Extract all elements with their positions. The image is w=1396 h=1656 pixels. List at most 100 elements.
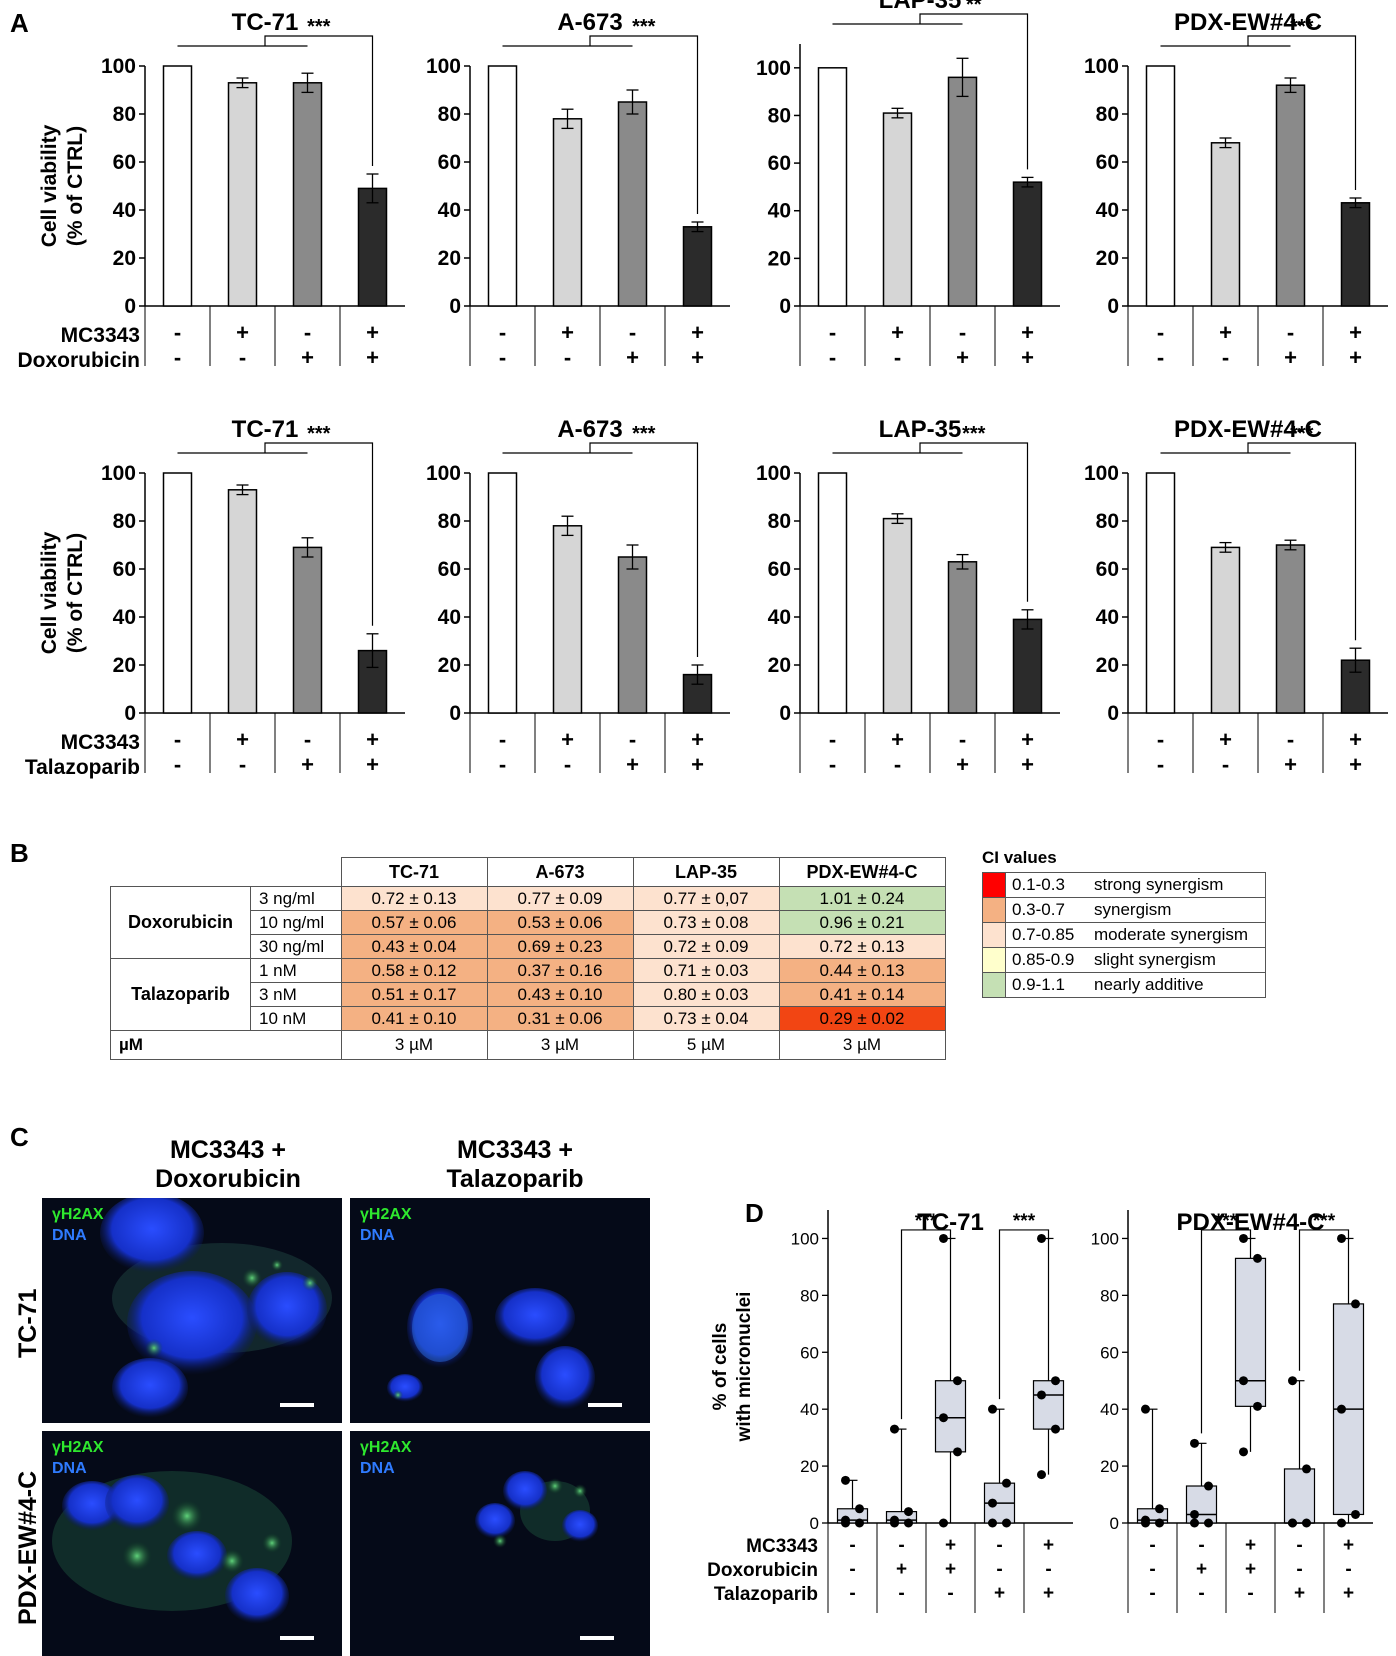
- y-tick-label: 40: [113, 199, 136, 222]
- condition-sign: -: [1157, 727, 1164, 752]
- data-point: [1288, 1518, 1297, 1528]
- condition-sign: -: [849, 1535, 855, 1556]
- micrograph-tc71-talazoparib: γH2AX DNA: [350, 1198, 650, 1423]
- sig-bracket: [589, 35, 699, 214]
- condition-sign: -: [499, 727, 506, 752]
- chart-title: A-673: [557, 9, 622, 36]
- ci-concentration: 10 nM: [250, 1006, 342, 1031]
- data-point: [890, 1515, 899, 1525]
- bar: [817, 67, 848, 307]
- bar: [947, 76, 978, 307]
- condition-sign: +: [1349, 727, 1362, 752]
- significance-label: ***: [1215, 1211, 1238, 1232]
- y-tick-label: 60: [113, 558, 136, 581]
- y-tick-label: 100: [756, 462, 791, 485]
- y-tick-label: 60: [1100, 1343, 1119, 1362]
- y-axis-label: % of cells: [710, 1323, 731, 1411]
- stain-label-green: γH2AX: [360, 1206, 412, 1223]
- y-tick-label: 60: [1096, 151, 1119, 174]
- ci-concentration: 1 nM: [250, 958, 342, 983]
- chart-title: LAP-35: [879, 0, 962, 14]
- condition-sign: +: [1219, 320, 1232, 345]
- y-tick-label: 40: [1096, 199, 1119, 222]
- condition-sign: -: [499, 752, 506, 777]
- sig-bracket: [1200, 1229, 1252, 1434]
- condition-sign: -: [564, 752, 571, 777]
- ci-legend-label: strong synergism: [1088, 872, 1266, 898]
- panel-letter-d: D: [745, 1198, 764, 1228]
- data-point: [855, 1518, 864, 1528]
- y-tick-label: 100: [101, 462, 136, 485]
- sig-bracket: [900, 1229, 952, 1420]
- y-axis-label: with micronuclei: [734, 1292, 755, 1443]
- data-point: [1204, 1481, 1213, 1491]
- condition-sign: -: [239, 752, 246, 777]
- y-tick-label: 40: [768, 200, 791, 223]
- ci-unit-label: µM: [110, 1030, 342, 1060]
- data-point: [1155, 1518, 1164, 1528]
- box: [1283, 1468, 1316, 1524]
- condition-label: Talazoparib: [714, 1584, 818, 1605]
- data-point: [1337, 1233, 1346, 1243]
- ci-legend-range: 0.85-0.9: [1005, 947, 1088, 973]
- y-tick-label: 40: [768, 606, 791, 629]
- condition-sign: -: [629, 727, 636, 752]
- condition-sign: +: [691, 345, 704, 370]
- stain-label-blue: DNA: [360, 1460, 395, 1477]
- c-row-label-pdx: PDX-EW#4-C: [14, 1470, 42, 1625]
- y-tick-label: 100: [791, 1229, 819, 1248]
- condition-sign: +: [896, 1559, 907, 1580]
- y-axis-label: Cell viability: [38, 124, 61, 247]
- y-tick-label: 80: [768, 510, 791, 533]
- y-tick-label: 80: [113, 103, 136, 126]
- bar: [1340, 202, 1371, 307]
- y-tick-label: 80: [113, 510, 136, 533]
- sig-bracket: [998, 1229, 1050, 1400]
- significance-label: ***: [915, 1211, 938, 1232]
- condition-sign: +: [1021, 752, 1034, 777]
- bar: [552, 525, 583, 714]
- data-point: [939, 1233, 948, 1243]
- y-tick-label: 100: [756, 57, 791, 80]
- y-tick-label: 0: [449, 295, 461, 318]
- panel-letter-b: B: [10, 838, 29, 868]
- c-col2-line2: Talazoparib: [446, 1165, 584, 1193]
- data-point: [1253, 1253, 1262, 1263]
- sig-bracket: [1247, 35, 1357, 190]
- ci-legend-swatch: [982, 922, 1006, 948]
- ci-value-cell: 0.72 ± 0.13: [340, 886, 488, 911]
- condition-label: Doxorubicin: [17, 349, 140, 372]
- ci-value-cell: 0.77 ± 0.09: [486, 886, 634, 911]
- data-point: [1239, 1447, 1248, 1457]
- ci-row: 10 ng/ml 0.57 ± 0.06 0.53 ± 0.06 0.73 ± 0.0…: [111, 910, 946, 935]
- c-col-header-doxorubicin: MC3343 + Doxorubicin: [108, 1136, 348, 1194]
- ci-value-cell: 0.57 ± 0.06: [340, 910, 488, 935]
- condition-sign: -: [629, 320, 636, 345]
- box: [1234, 1257, 1267, 1407]
- y-tick-label: 0: [1110, 1514, 1119, 1533]
- condition-sign: -: [1045, 1559, 1051, 1580]
- micrograph-tc71-dox-cells: [100, 1198, 332, 1418]
- data-point: [1190, 1518, 1199, 1528]
- y-axis-label: (% of CTRL): [64, 533, 87, 653]
- condition-sign: +: [366, 345, 379, 370]
- box: [1032, 1380, 1065, 1430]
- data-point: [1239, 1233, 1248, 1243]
- y-tick-label: 60: [768, 152, 791, 175]
- y-tick-label: 40: [1100, 1400, 1119, 1419]
- bar: [1012, 181, 1043, 307]
- condition-label: MC3343: [746, 1536, 818, 1557]
- condition-sign: +: [1043, 1535, 1054, 1556]
- condition-sign: +: [366, 727, 379, 752]
- condition-label: Talazoparib: [25, 756, 140, 779]
- condition-sign: -: [1149, 1583, 1155, 1604]
- condition-sign: -: [959, 727, 966, 752]
- y-tick-label: 60: [1096, 558, 1119, 581]
- condition-sign: -: [564, 345, 571, 370]
- data-point: [1337, 1518, 1346, 1528]
- condition-sign: +: [1021, 320, 1034, 345]
- y-tick-label: 20: [800, 1457, 819, 1476]
